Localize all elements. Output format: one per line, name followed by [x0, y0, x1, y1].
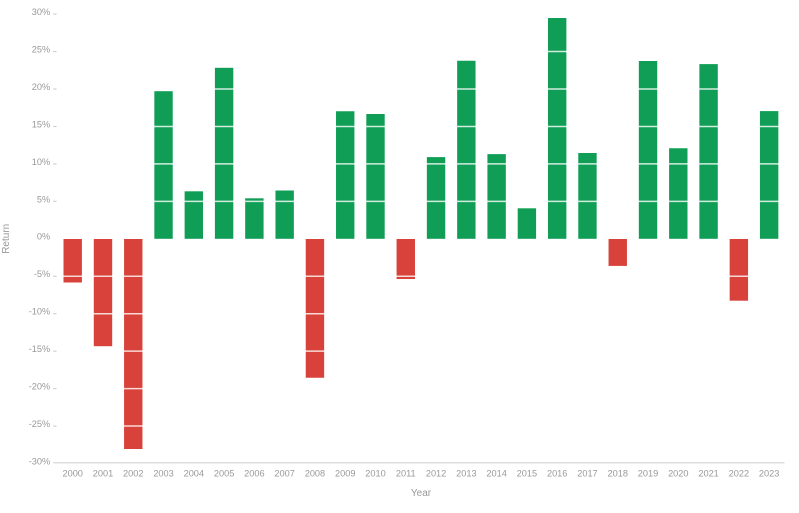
svg-text:2020: 2020	[668, 469, 688, 479]
svg-text:2003: 2003	[153, 469, 173, 479]
svg-text:-5%: -5%	[34, 269, 50, 279]
svg-text:-30%: -30%	[29, 456, 50, 466]
svg-text:2008: 2008	[305, 469, 325, 479]
svg-text:0%: 0%	[37, 232, 50, 242]
svg-text:10%: 10%	[32, 157, 50, 167]
svg-text:-20%: -20%	[29, 382, 50, 392]
svg-text:2006: 2006	[244, 469, 264, 479]
svg-text:2001: 2001	[93, 469, 113, 479]
svg-text:15%: 15%	[32, 119, 50, 129]
svg-text:2016: 2016	[547, 469, 567, 479]
svg-text:2017: 2017	[577, 469, 597, 479]
svg-text:20%: 20%	[32, 82, 50, 92]
svg-text:2011: 2011	[396, 469, 416, 479]
svg-text:-15%: -15%	[29, 344, 50, 354]
svg-text:2021: 2021	[698, 469, 718, 479]
svg-text:-10%: -10%	[29, 307, 50, 317]
svg-text:-25%: -25%	[29, 419, 50, 429]
svg-text:2013: 2013	[456, 469, 476, 479]
svg-text:2019: 2019	[638, 469, 658, 479]
svg-text:Return: Return	[1, 224, 12, 254]
svg-text:30%: 30%	[32, 7, 50, 17]
svg-text:2018: 2018	[608, 469, 628, 479]
svg-text:5%: 5%	[37, 194, 50, 204]
svg-text:25%: 25%	[32, 44, 50, 54]
svg-text:2000: 2000	[62, 469, 82, 479]
svg-text:2009: 2009	[335, 469, 355, 479]
svg-text:2002: 2002	[123, 469, 143, 479]
svg-text:Year: Year	[411, 488, 432, 499]
svg-text:2010: 2010	[365, 469, 385, 479]
svg-text:2004: 2004	[184, 469, 204, 479]
svg-text:2014: 2014	[486, 469, 506, 479]
svg-text:2023: 2023	[759, 469, 779, 479]
svg-text:2005: 2005	[214, 469, 234, 479]
svg-text:2007: 2007	[274, 469, 294, 479]
svg-text:2015: 2015	[517, 469, 537, 479]
svg-text:2022: 2022	[729, 469, 749, 479]
svg-text:2012: 2012	[426, 469, 446, 479]
